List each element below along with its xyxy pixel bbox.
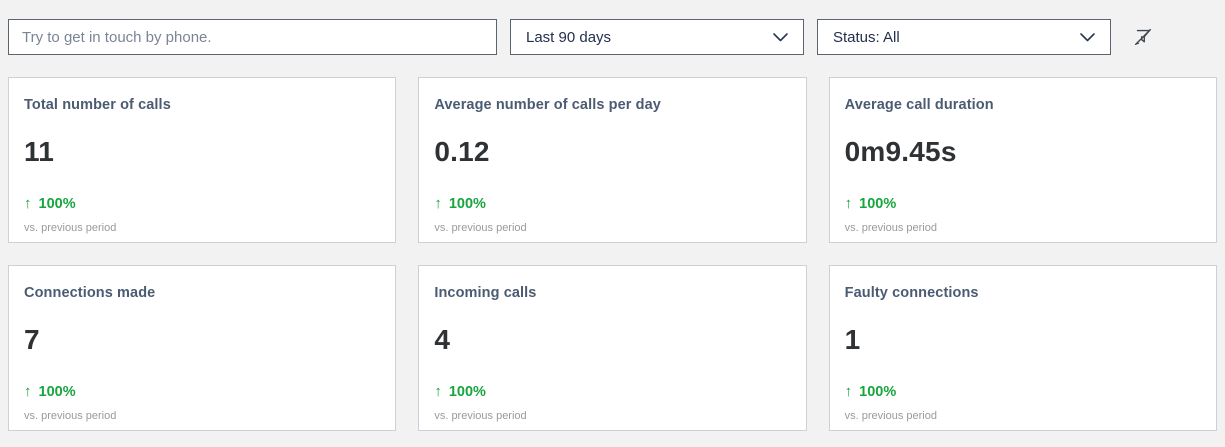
arrow-up-icon: ↑	[844, 195, 853, 212]
card-change: ↑ 100%	[434, 195, 789, 212]
stat-card-incoming-calls: Incoming calls 4 ↑ 100% vs. previous per…	[418, 265, 807, 431]
change-percent: 100%	[448, 383, 486, 400]
arrow-up-icon: ↑	[844, 383, 853, 400]
comparison-label: vs. previous period	[24, 222, 117, 234]
change-percent: 100%	[38, 195, 76, 212]
card-value: 4	[434, 324, 451, 355]
stat-card-connections-made: Connections made 7 ↑ 100% vs. previous p…	[8, 265, 397, 431]
status-value: Status: All	[833, 28, 900, 46]
change-percent: 100%	[38, 383, 76, 400]
stat-card-avg-calls-per-day: Average number of calls per day 0.12 ↑ 1…	[418, 77, 807, 243]
arrow-up-icon: ↑	[24, 383, 32, 400]
change-percent: 100%	[448, 195, 486, 212]
search-input[interactable]	[8, 19, 497, 55]
filter-bar: Last 90 days Status: All	[0, 0, 1225, 55]
arrow-up-icon: ↑	[434, 195, 442, 212]
card-title: Incoming calls	[434, 285, 537, 301]
date-range-value: Last 90 days	[526, 28, 612, 46]
card-change: ↑ 100%	[434, 383, 789, 400]
arrow-up-icon: ↑	[434, 383, 442, 400]
chevron-down-icon	[773, 32, 788, 42]
card-title: Average number of calls per day	[434, 97, 661, 113]
card-value: 0m9.45s	[844, 136, 957, 167]
stats-card-grid: Total number of calls 11 ↑ 100% vs. prev…	[0, 55, 1225, 431]
card-value: 7	[24, 324, 40, 355]
clear-filters-icon[interactable]	[1130, 24, 1156, 50]
card-value: 1	[844, 324, 861, 355]
comparison-label: vs. previous period	[844, 222, 937, 234]
card-change: ↑ 100%	[24, 195, 379, 212]
chevron-down-icon	[1080, 32, 1095, 42]
card-change: ↑ 100%	[845, 383, 1200, 400]
stat-card-avg-call-duration: Average call duration 0m9.45s ↑ 100% vs.…	[828, 77, 1217, 243]
date-range-dropdown[interactable]: Last 90 days	[510, 19, 804, 55]
card-change: ↑ 100%	[845, 195, 1200, 212]
card-value: 11	[24, 136, 54, 167]
comparison-label: vs. previous period	[434, 410, 527, 422]
status-dropdown[interactable]: Status: All	[817, 19, 1111, 55]
comparison-label: vs. previous period	[24, 410, 117, 422]
card-title: Faulty connections	[844, 285, 979, 301]
stat-card-total-calls: Total number of calls 11 ↑ 100% vs. prev…	[8, 77, 397, 243]
stat-card-faulty-connections: Faulty connections 1 ↑ 100% vs. previous…	[828, 265, 1217, 431]
arrow-up-icon: ↑	[24, 195, 32, 212]
card-title: Connections made	[24, 285, 156, 301]
change-percent: 100%	[859, 195, 897, 212]
card-value: 0.12	[434, 136, 490, 167]
card-change: ↑ 100%	[24, 383, 379, 400]
comparison-label: vs. previous period	[434, 222, 527, 234]
comparison-label: vs. previous period	[844, 410, 937, 422]
card-title: Total number of calls	[24, 97, 171, 113]
change-percent: 100%	[859, 383, 897, 400]
card-title: Average call duration	[844, 97, 994, 113]
